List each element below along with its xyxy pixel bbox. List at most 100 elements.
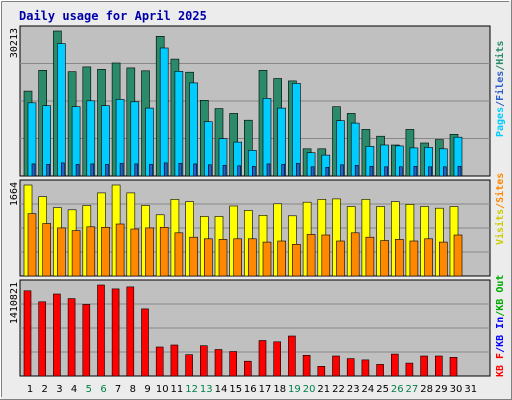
day-label-10: 10 bbox=[156, 384, 169, 395]
bar-pages-day-22 bbox=[340, 164, 344, 177]
bar-kb-f-day-1 bbox=[23, 290, 32, 377]
legend-entry: KB In bbox=[495, 317, 506, 347]
day-label-14: 14 bbox=[215, 384, 228, 395]
bar-kb-f-day-29 bbox=[434, 355, 443, 377]
bar-sites-day-9 bbox=[145, 227, 154, 277]
bar-kb-f-day-4 bbox=[67, 298, 76, 377]
bar-pages-day-21 bbox=[325, 167, 330, 177]
bar-kb-f-day-19 bbox=[288, 335, 296, 377]
bar-sites-day-10 bbox=[159, 227, 169, 277]
bar-pages-day-26 bbox=[398, 166, 403, 177]
bar-pages-day-9 bbox=[149, 164, 153, 177]
bar-kb-f-day-5 bbox=[82, 304, 91, 377]
max-label: 30213 bbox=[9, 28, 20, 58]
day-label-2: 2 bbox=[42, 384, 48, 395]
bar-kb-f-day-2 bbox=[38, 301, 47, 377]
bar-sites-day-1 bbox=[27, 213, 37, 277]
day-label-3: 3 bbox=[56, 384, 62, 395]
bar-kb-f-day-22 bbox=[332, 355, 340, 377]
bar-pages-day-13 bbox=[208, 164, 212, 177]
bar-files-day-10 bbox=[159, 47, 169, 177]
day-label-31: 31 bbox=[464, 384, 477, 395]
legend-entry: / bbox=[495, 203, 506, 209]
bar-kb-f-day-8 bbox=[126, 286, 135, 377]
bar-pages-day-24 bbox=[369, 166, 374, 177]
day-label-11: 11 bbox=[171, 384, 184, 395]
bar-pages-day-10 bbox=[163, 162, 168, 177]
bar-files-day-12 bbox=[189, 82, 198, 177]
legend-3: KB F/KB In/KB Out bbox=[495, 275, 506, 377]
day-labels: 1 2 3 4 5 6 7 8 9 10 11 12 13 14 15 16 17 18 19 20 21 22 23 24 2… bbox=[27, 384, 477, 395]
day-label-17: 17 bbox=[259, 384, 272, 395]
bar-sites-day-2 bbox=[42, 223, 52, 277]
bar-pages-day-5 bbox=[90, 163, 95, 177]
legend-1: Pages/Files/Hits bbox=[494, 41, 506, 137]
legend-entry: Files bbox=[494, 71, 506, 101]
bar-sites-day-23 bbox=[350, 232, 360, 277]
bar-kb-f-day-14 bbox=[214, 349, 223, 377]
bar-sites-day-27 bbox=[409, 240, 419, 277]
bar-pages-day-16 bbox=[252, 166, 256, 177]
bar-pages-day-1 bbox=[31, 163, 36, 177]
bar-sites-day-24 bbox=[365, 236, 375, 277]
bar-sites-day-7 bbox=[115, 223, 125, 277]
bar-pages-day-27 bbox=[413, 166, 418, 177]
bar-kb-f-day-15 bbox=[229, 351, 237, 377]
day-label-27: 27 bbox=[406, 384, 419, 395]
bar-sites-day-20 bbox=[306, 234, 316, 277]
bar-pages-day-20 bbox=[310, 166, 315, 177]
bar-files-day-3 bbox=[57, 43, 66, 177]
chart-panels: 30213 1664 1410821 bbox=[9, 25, 491, 377]
bar-sites-day-17 bbox=[262, 241, 272, 277]
day-label-5: 5 bbox=[86, 384, 92, 395]
legend-entry: / bbox=[495, 347, 506, 353]
bar-sites-day-28 bbox=[424, 238, 433, 277]
bar-kb-f-day-9 bbox=[141, 308, 149, 377]
day-label-4: 4 bbox=[71, 384, 77, 395]
day-label-6: 6 bbox=[100, 384, 106, 395]
day-label-20: 20 bbox=[303, 384, 316, 395]
day-label-9: 9 bbox=[144, 384, 150, 395]
bar-pages-day-25 bbox=[384, 166, 388, 177]
legend-entry: Sites bbox=[494, 173, 506, 203]
bar-sites-day-18 bbox=[277, 240, 287, 277]
bar-kb-f-day-23 bbox=[346, 358, 355, 377]
bar-kb-f-day-7 bbox=[111, 288, 120, 377]
bar-kb-f-day-16 bbox=[244, 360, 252, 377]
bar-pages-day-14 bbox=[222, 165, 227, 177]
bar-sites-day-3 bbox=[57, 227, 66, 277]
bar-sites-day-26 bbox=[394, 239, 404, 277]
day-label-23: 23 bbox=[347, 384, 360, 395]
bar-pages-day-11 bbox=[178, 163, 183, 177]
panel-3: 1410821 bbox=[9, 279, 491, 377]
bar-pages-day-29 bbox=[442, 166, 447, 177]
bar-kb-f-day-12 bbox=[185, 354, 193, 377]
bar-kb-f-day-11 bbox=[170, 344, 179, 377]
panel-2: 1664 bbox=[9, 179, 491, 277]
day-label-16: 16 bbox=[244, 384, 257, 395]
bar-sites-day-16 bbox=[248, 238, 257, 277]
bar-sites-day-8 bbox=[130, 228, 140, 277]
bar-pages-day-8 bbox=[134, 163, 139, 177]
bar-sites-day-6 bbox=[101, 227, 110, 277]
bar-pages-day-19 bbox=[296, 163, 300, 177]
bar-sites-day-22 bbox=[336, 240, 345, 277]
bar-kb-f-day-18 bbox=[273, 341, 282, 377]
bar-kb-f-day-3 bbox=[53, 293, 61, 377]
day-label-29: 29 bbox=[435, 384, 448, 395]
legend-entry: Hits bbox=[494, 41, 506, 65]
bar-kb-f-day-20 bbox=[302, 354, 311, 377]
day-label-7: 7 bbox=[115, 384, 121, 395]
day-label-22: 22 bbox=[332, 384, 345, 395]
bar-sites-day-11 bbox=[174, 232, 184, 277]
day-label-30: 30 bbox=[450, 384, 463, 395]
chart-title: Daily usage for April 2025 bbox=[19, 9, 207, 23]
bar-kb-f-day-6 bbox=[97, 284, 105, 377]
bar-pages-day-17 bbox=[266, 163, 271, 177]
bar-kb-f-day-21 bbox=[317, 365, 326, 377]
day-label-28: 28 bbox=[420, 384, 433, 395]
bar-pages-day-7 bbox=[119, 163, 124, 177]
bar-kb-f-day-27 bbox=[405, 362, 414, 377]
max-label: 1664 bbox=[9, 182, 20, 206]
